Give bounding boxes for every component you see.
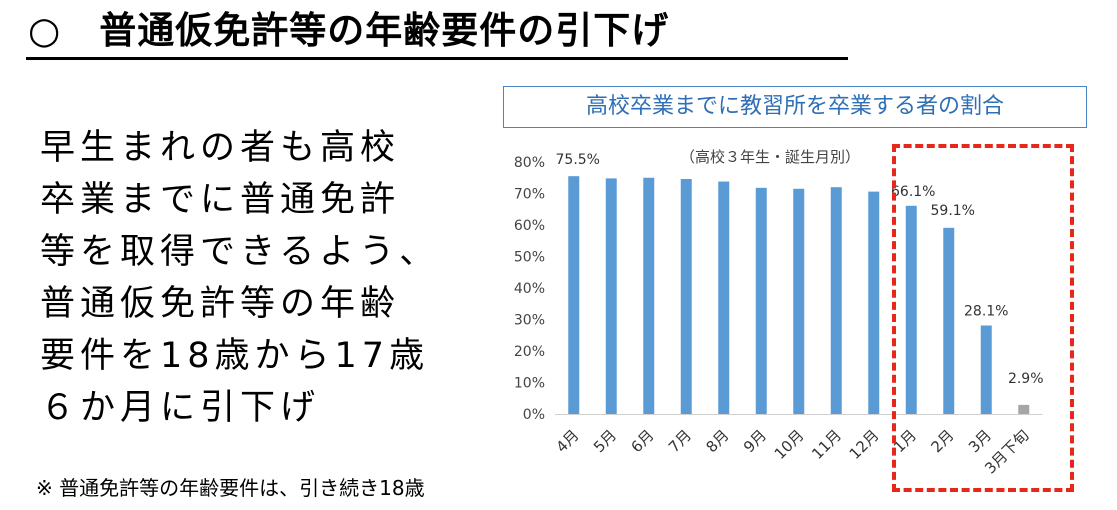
bar: [643, 177, 655, 414]
bar: [1018, 404, 1030, 414]
chart-title: 高校卒業までに教習所を卒業する者の割合: [503, 86, 1087, 128]
body-line: 等を取得できるよう、: [40, 232, 440, 272]
bar: [868, 191, 880, 414]
bar: [605, 178, 617, 414]
bar: [943, 227, 955, 414]
body-line: 普通仮免許等の年齢: [40, 284, 401, 324]
bar: [568, 176, 580, 414]
page-title: ○ 普通仮免許等の年齢要件の引下げ: [28, 9, 670, 52]
y-tick-label: 0%: [523, 407, 545, 423]
x-tick-label: 9月: [740, 426, 770, 456]
y-tick-label: 50%: [514, 250, 545, 266]
y-tick-label: 70%: [514, 187, 545, 203]
x-tick-label: 8月: [702, 426, 732, 456]
bar: [793, 188, 805, 414]
footnote: ※ 普通免許等の年齢要件は、引き続き18歳: [36, 476, 425, 500]
y-tick-label: 10%: [514, 376, 545, 392]
body-line: 要件を18歳から17歳: [40, 336, 430, 376]
x-tick-label: 6月: [627, 426, 657, 456]
title-underline: [26, 57, 848, 60]
data-label: 2.9%: [1008, 371, 1044, 387]
bar: [830, 187, 842, 414]
x-tick-label: 11月: [808, 426, 845, 463]
chart-subtitle: （高校３年生・誕生月別）: [679, 148, 860, 166]
body-text: 早生まれの者も高校 卒業までに普通免許 等を取得できるよう、 普通仮免許等の年齢…: [40, 122, 490, 434]
data-label: 59.1%: [931, 203, 975, 219]
bar: [680, 179, 692, 414]
highlight-box: [892, 144, 1074, 492]
bar: [755, 187, 767, 414]
y-tick-label: 20%: [514, 344, 545, 360]
body-line: ６か月に引下げ: [40, 388, 321, 428]
body-line: 卒業までに普通免許: [40, 180, 401, 220]
x-tick-label: 5月: [590, 426, 620, 456]
bar: [980, 325, 992, 414]
data-label: 66.1%: [891, 184, 935, 200]
data-label: 28.1%: [964, 303, 1008, 319]
x-tick-label: 12月: [846, 426, 883, 463]
data-label: 75.5%: [556, 152, 600, 168]
x-tick-label: 7月: [665, 426, 695, 456]
y-tick-label: 60%: [514, 218, 545, 234]
body-line: 早生まれの者も高校: [40, 128, 401, 168]
y-tick-label: 80%: [514, 155, 545, 171]
bar: [718, 181, 730, 414]
bar: [905, 205, 917, 414]
y-tick-label: 30%: [514, 313, 545, 329]
y-tick-label: 40%: [514, 281, 545, 297]
x-tick-label: 10月: [771, 426, 808, 463]
x-tick-label: 4月: [552, 426, 582, 456]
